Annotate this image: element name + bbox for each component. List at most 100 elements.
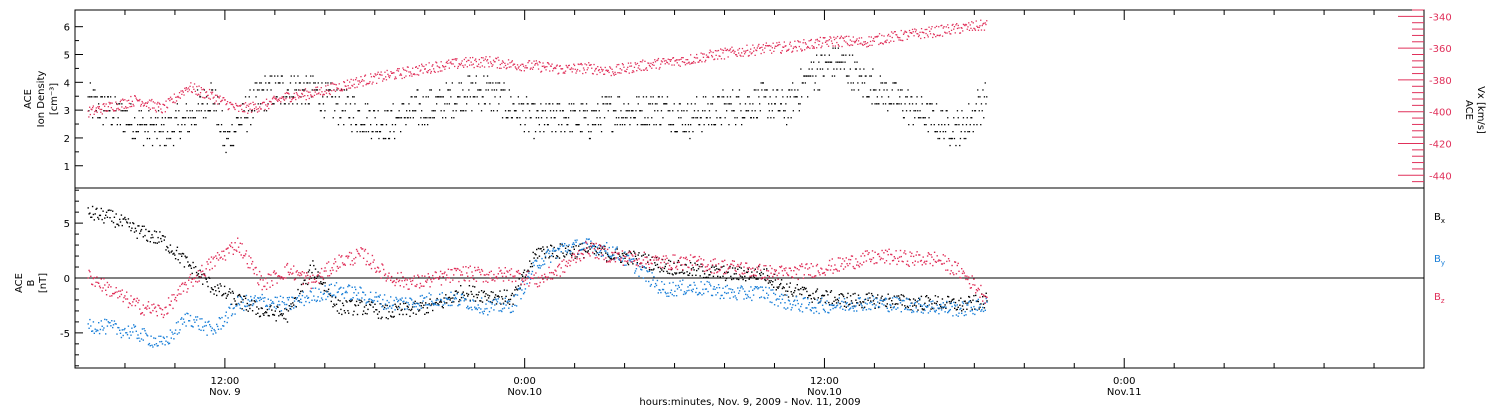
- density-point: [438, 96, 440, 98]
- field-point-bx: [941, 298, 944, 300]
- velocity-point: [504, 64, 507, 67]
- velocity-point: [965, 23, 967, 26]
- field-point-by: [737, 287, 739, 289]
- velocity-point: [624, 70, 627, 72]
- field-point-bx: [198, 276, 200, 278]
- velocity-point: [716, 50, 718, 52]
- velocity-point: [335, 84, 337, 86]
- density-point: [507, 117, 509, 119]
- velocity-point: [773, 50, 775, 52]
- field-point-by: [905, 307, 907, 310]
- density-point: [477, 89, 479, 91]
- velocity-point: [639, 68, 641, 70]
- field-point-bz: [176, 294, 179, 296]
- field-point-by: [970, 306, 972, 309]
- field-point-bz: [404, 279, 406, 282]
- field-point-by: [870, 301, 873, 303]
- field-point-bx: [855, 299, 857, 301]
- velocity-point: [611, 68, 613, 70]
- density-point: [950, 137, 952, 140]
- field-point-by: [870, 308, 872, 311]
- density-point: [657, 110, 659, 112]
- density-point: [286, 89, 289, 91]
- field-point-bx: [271, 309, 273, 311]
- velocity-point: [419, 70, 421, 72]
- density-tick-label: 1: [64, 162, 70, 173]
- field-point-bx: [910, 309, 912, 311]
- field-point-bx: [874, 307, 876, 309]
- density-point: [624, 124, 626, 126]
- velocity-point: [962, 23, 965, 25]
- velocity-point: [289, 101, 292, 103]
- field-point-by: [606, 252, 609, 254]
- density-point: [259, 103, 262, 105]
- field-point-bx: [410, 309, 412, 312]
- velocity-point: [860, 37, 863, 39]
- density-point: [225, 151, 227, 154]
- velocity-point: [545, 69, 547, 71]
- density-point: [203, 89, 205, 91]
- field-point-by: [898, 298, 900, 300]
- velocity-point: [646, 69, 648, 71]
- field-point-bz: [305, 275, 307, 277]
- field-point-bx: [686, 271, 688, 273]
- field-point-by: [518, 288, 520, 290]
- velocity-point: [199, 92, 202, 94]
- density-point: [693, 110, 696, 112]
- density-point: [249, 89, 251, 91]
- field-point-bz: [309, 275, 311, 278]
- field-point-bz: [111, 295, 113, 297]
- field-point-bz: [427, 273, 429, 275]
- velocity-point: [135, 97, 137, 99]
- field-point-by: [377, 295, 380, 297]
- field-point-bx: [101, 218, 103, 221]
- field-point-by: [798, 308, 800, 310]
- field-point-by: [635, 268, 638, 270]
- density-point: [392, 103, 394, 105]
- field-point-bx: [131, 227, 133, 229]
- velocity-point: [711, 54, 713, 57]
- velocity-point: [122, 99, 124, 101]
- field-point-bz: [438, 278, 440, 280]
- field-point-by: [482, 313, 485, 315]
- field-point-bx: [919, 299, 921, 301]
- density-point: [179, 137, 181, 140]
- density-point: [882, 103, 884, 105]
- field-point-bx: [98, 218, 100, 220]
- velocity-point: [298, 95, 301, 98]
- field-point-bz: [91, 283, 94, 286]
- field-point-bx: [500, 303, 502, 305]
- density-point: [899, 89, 902, 91]
- velocity-point: [525, 67, 528, 69]
- density-point: [857, 89, 860, 91]
- field-point-by: [321, 299, 324, 301]
- density-point: [325, 89, 328, 91]
- field-point-by: [295, 298, 297, 300]
- field-point-by: [167, 343, 170, 345]
- field-point-bz: [138, 299, 140, 302]
- field-point-by: [402, 301, 404, 303]
- density-point: [645, 124, 647, 126]
- density-point: [747, 96, 749, 98]
- field-point-by: [813, 312, 815, 314]
- density-point: [666, 103, 668, 105]
- velocity-point: [349, 81, 351, 83]
- velocity-point: [429, 69, 431, 71]
- velocity-point: [961, 27, 963, 29]
- velocity-point: [401, 77, 403, 80]
- field-point-bx: [423, 304, 425, 306]
- velocity-point: [445, 65, 447, 68]
- field-point-by: [833, 304, 835, 306]
- field-point-bx: [808, 294, 811, 297]
- velocity-point: [113, 110, 115, 112]
- velocity-point: [107, 110, 109, 112]
- field-point-by: [654, 286, 656, 288]
- density-point: [409, 110, 411, 112]
- field-point-bz: [258, 270, 261, 273]
- field-point-bx: [340, 308, 342, 311]
- density-point: [970, 117, 972, 119]
- density-point: [361, 124, 363, 126]
- field-point-bx: [437, 302, 439, 305]
- density-point: [984, 82, 986, 84]
- velocity-point: [312, 96, 314, 98]
